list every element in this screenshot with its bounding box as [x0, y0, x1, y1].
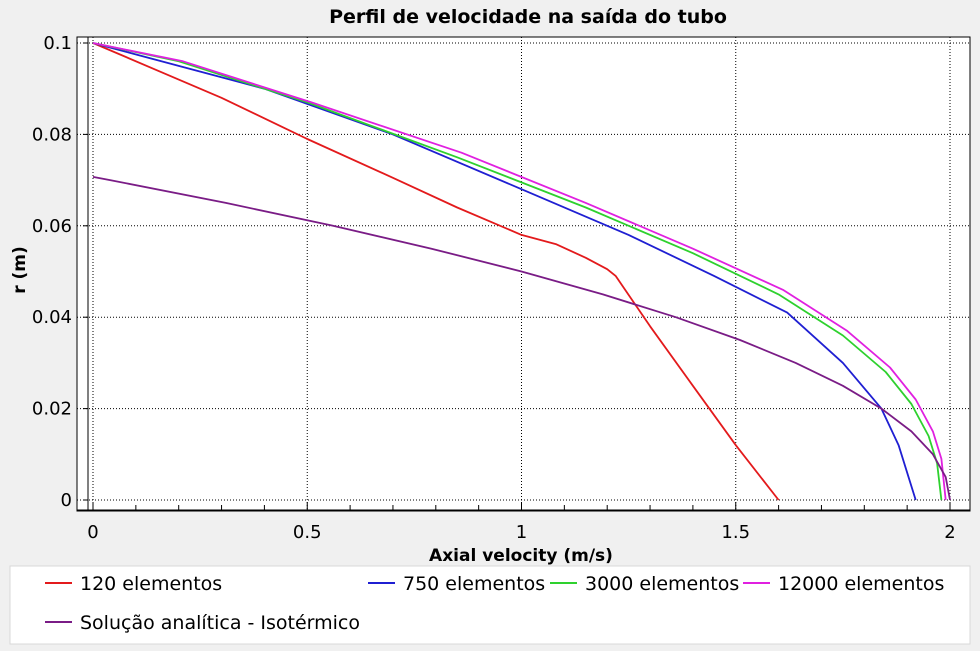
- legend-label-2: 750 elementos: [403, 573, 545, 595]
- y-axis-title: r (m): [10, 246, 30, 294]
- legend-label-4: 12000 elementos: [778, 573, 944, 595]
- series-line-4: [92, 42, 947, 501]
- legend-label-3: 3000 elementos: [585, 573, 739, 595]
- x-tick-label: 0.5: [293, 522, 322, 543]
- x-tick-label: 1.5: [721, 522, 750, 543]
- y-tick-label: 0.04: [32, 307, 72, 328]
- legend-label-1: 120 elementos: [80, 573, 222, 595]
- series-line-5: [92, 176, 951, 501]
- chart-title: Perfil de velocidade na saída do tubo: [329, 6, 727, 28]
- x-axis-title: Axial velocity (m/s): [429, 546, 613, 566]
- series-line-3: [92, 42, 943, 501]
- y-tick-label: 0.08: [32, 124, 72, 145]
- series-line-1: [92, 42, 780, 501]
- y-tick-label: 0.02: [32, 399, 72, 420]
- x-tick-label: 2: [944, 522, 955, 543]
- x-tick-labels: 0 0.5 1 1.5 2: [87, 522, 955, 543]
- legend-box: [9, 565, 971, 645]
- x-tick-label: 1: [516, 522, 527, 543]
- y-tick-labels: 0 0.02 0.04 0.06 0.08 0.1: [32, 33, 72, 511]
- series-layer: [92, 42, 951, 501]
- y-tick-label: 0: [61, 490, 72, 511]
- plot-area: [76, 36, 971, 512]
- x-tick-label: 0: [87, 522, 98, 543]
- legend-label-5: Solução analítica - Isotérmico: [80, 612, 360, 634]
- y-tick-label: 0.1: [43, 33, 72, 54]
- y-tick-label: 0.06: [32, 216, 72, 237]
- x-minor-ticks: [83, 42, 951, 510]
- legend: 120 elementos 750 elementos 3000 elementos…: [45, 573, 944, 634]
